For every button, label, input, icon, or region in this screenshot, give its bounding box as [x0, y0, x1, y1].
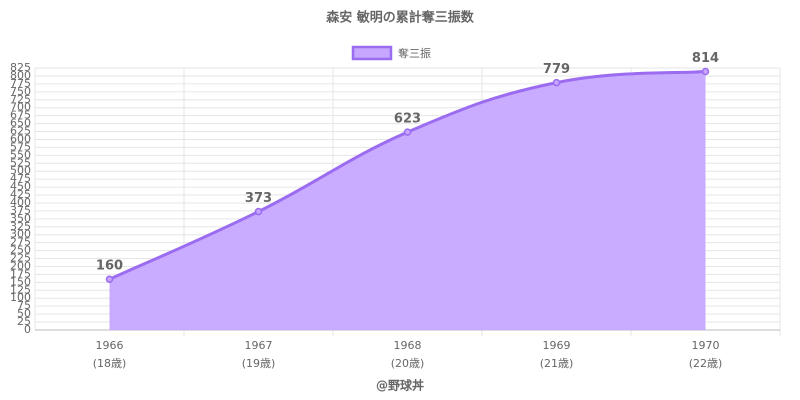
- x-tick-label: 1970: [692, 339, 720, 352]
- y-tick-label: 650: [10, 117, 31, 130]
- chart-title: 森安 敏明の累計奪三振数: [326, 10, 475, 26]
- x-tick-label: 1969: [543, 339, 571, 352]
- y-tick-label: 750: [10, 85, 31, 98]
- x-tick-label: 1966: [96, 339, 124, 352]
- y-tick-label: 175: [10, 267, 31, 280]
- y-tick-label: 75: [17, 299, 31, 312]
- value-label: 373: [245, 191, 272, 206]
- y-tick-label: 625: [10, 125, 31, 138]
- y-tick-label: 400: [10, 196, 31, 209]
- y-tick-label: 325: [10, 220, 31, 233]
- x-tick-sublabel: (18歳): [93, 357, 127, 370]
- x-tick-label: 1968: [394, 339, 422, 352]
- y-tick-label: 200: [10, 259, 31, 272]
- value-label: 814: [692, 51, 719, 66]
- x-tick-sublabel: (20歳): [391, 357, 425, 370]
- y-tick-label: 500: [10, 164, 31, 177]
- y-tick-label: 25: [17, 315, 31, 328]
- y-tick-label: 100: [10, 291, 31, 304]
- x-tick-sublabel: (19歳): [242, 357, 276, 370]
- y-tick-label: 300: [10, 228, 31, 241]
- y-tick-label: 475: [10, 172, 31, 185]
- y-tick-label: 150: [10, 275, 31, 288]
- value-label: 623: [394, 112, 421, 127]
- point: [552, 78, 561, 87]
- legend-swatch: [351, 45, 393, 61]
- y-tick-label: 725: [10, 93, 31, 106]
- area: [109, 71, 706, 330]
- y-tick-label: 250: [10, 244, 31, 257]
- y-tick-label: 225: [10, 252, 31, 265]
- point: [403, 128, 412, 136]
- y-tick-label: 525: [10, 156, 31, 169]
- y-tick-label: 800: [10, 69, 31, 82]
- y-tick-label: 825: [10, 61, 31, 74]
- point: [254, 207, 263, 216]
- x-tick-sublabel: (22歳): [689, 357, 723, 370]
- y-tick-label: 275: [10, 236, 31, 249]
- y-tick-label: 600: [10, 132, 31, 145]
- legend-label: 奪三振: [398, 46, 431, 60]
- y-tick-label: 0: [24, 323, 31, 336]
- y-tick-label: 700: [10, 101, 31, 114]
- y-tick-label: 575: [10, 140, 31, 153]
- y-tick-label: 775: [10, 77, 31, 90]
- point: [701, 67, 710, 76]
- x-tick-label: 1967: [245, 339, 273, 352]
- footer: @野球丼: [376, 378, 424, 393]
- y-tick-label: 550: [10, 148, 31, 161]
- y-tick-label: 50: [17, 307, 31, 320]
- y-tick-label: 675: [10, 109, 31, 122]
- value-label: 160: [96, 259, 123, 274]
- x-tick-sublabel: (21歳): [540, 357, 574, 370]
- value-label: 779: [543, 62, 570, 77]
- point: [105, 275, 114, 283]
- y-tick-label: 375: [10, 204, 31, 217]
- y-tick-label: 350: [10, 212, 31, 225]
- y-tick-label: 125: [10, 283, 31, 296]
- y-tick-label: 425: [10, 188, 31, 201]
- y-tick-label: 450: [10, 180, 31, 193]
